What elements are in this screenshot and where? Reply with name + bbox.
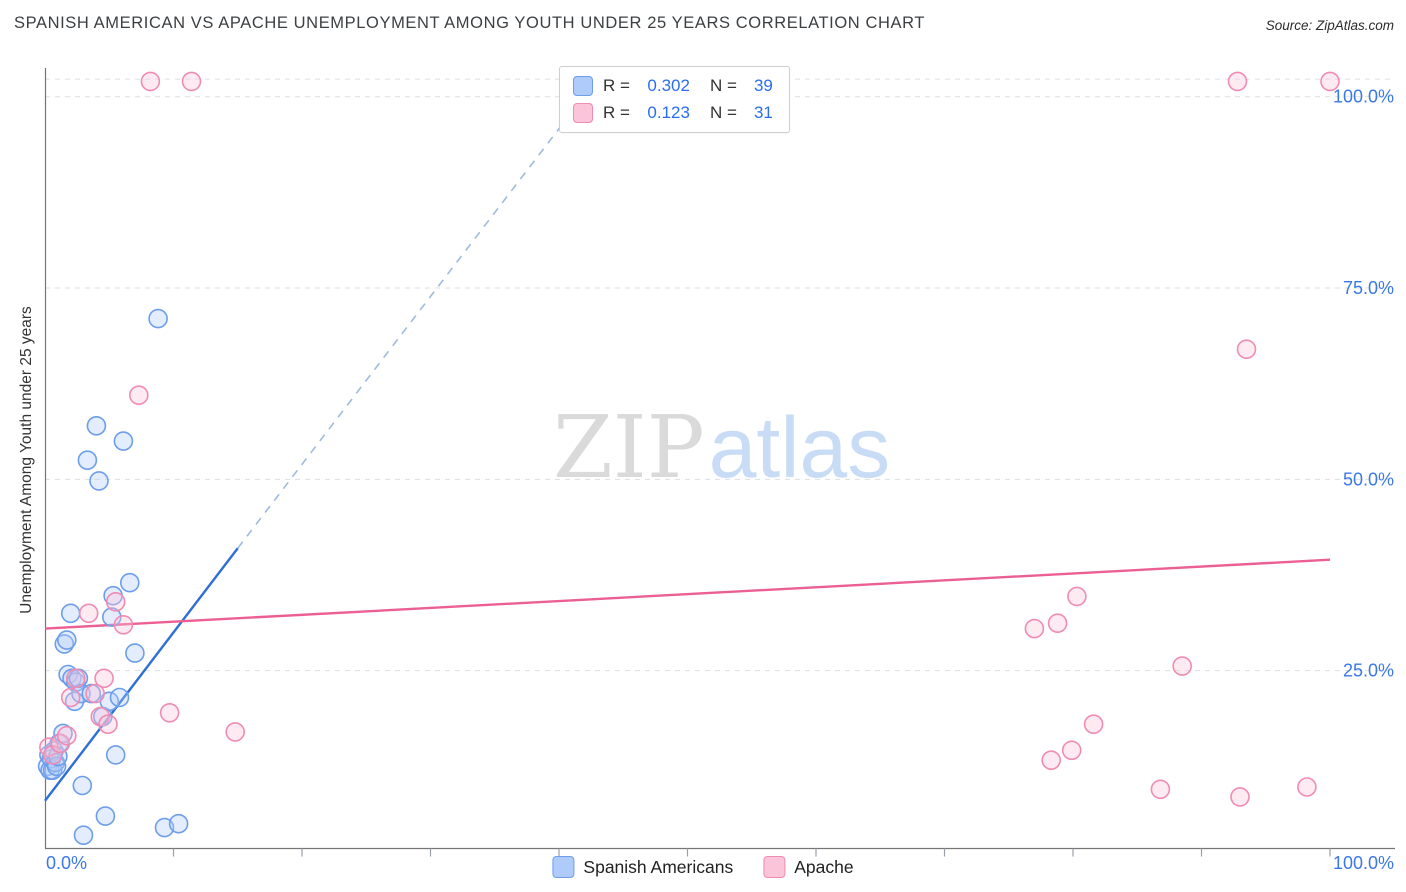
- n-label: N =: [709, 103, 737, 122]
- point-apache: [129, 385, 149, 406]
- point-apache: [1320, 71, 1340, 92]
- point-apache: [60, 687, 81, 708]
- legend-item-spanish-americans[interactable]: Spanish Americans: [552, 856, 733, 878]
- point-apache: [1047, 613, 1068, 634]
- point-apache: [42, 745, 63, 765]
- point-spanish-americans: [113, 431, 134, 451]
- r-value: 0.302: [647, 76, 690, 95]
- r-label: R =: [603, 103, 630, 122]
- point-spanish-americans: [102, 607, 122, 627]
- point-apache: [105, 591, 126, 612]
- point-apache: [1236, 339, 1257, 360]
- y-tick-label: 25.0%: [1343, 661, 1394, 681]
- trend-line-apache: [44, 558, 1331, 630]
- point-apache: [181, 71, 202, 92]
- n-label: N =: [709, 76, 737, 95]
- point-apache: [98, 714, 118, 735]
- point-apache: [1172, 656, 1192, 676]
- point-spanish-americans: [109, 687, 130, 708]
- point-apache: [1024, 618, 1045, 639]
- trend-line-spanish-americans-extension: [237, 69, 605, 549]
- point-apache: [1297, 777, 1317, 797]
- correlation-legend-box: R = 0.302 N = 39 R = 0.123 N = 31: [559, 66, 790, 133]
- page-title: SPANISH AMERICAN VS APACHE UNEMPLOYMENT …: [14, 14, 926, 32]
- point-spanish-americans: [60, 603, 81, 624]
- watermark-zip: ZIP: [553, 398, 705, 498]
- apache-legend-swatch: [763, 856, 786, 878]
- point-apache: [1083, 714, 1104, 735]
- point-apache: [90, 706, 111, 727]
- point-spanish-americans: [120, 572, 140, 593]
- point-spanish-americans: [71, 683, 91, 704]
- point-apache: [225, 722, 245, 742]
- point-apache: [113, 614, 134, 635]
- point-apache: [66, 668, 86, 689]
- point-apache: [57, 725, 77, 746]
- spanish-americans-swatch: [573, 76, 593, 96]
- point-spanish-americans: [168, 813, 189, 834]
- point-apache: [1150, 779, 1171, 800]
- point-apache: [85, 683, 105, 704]
- y-axis-label: Unemployment Among Youth under 25 years: [18, 306, 35, 614]
- r-label: R =: [603, 76, 630, 95]
- point-apache: [1067, 586, 1087, 607]
- point-apache: [140, 71, 161, 92]
- spanish-americans-legend-swatch: [552, 856, 575, 878]
- point-apache: [159, 702, 180, 723]
- point-spanish-americans: [46, 756, 67, 777]
- y-tick-label: 50.0%: [1343, 469, 1394, 489]
- point-apache: [94, 668, 114, 689]
- y-tick-label: 100.0%: [1333, 87, 1394, 107]
- point-apache: [1061, 740, 1082, 761]
- trend-line-spanish-americans: [44, 547, 239, 802]
- point-apache: [1041, 750, 1061, 771]
- y-tick-label: 75.0%: [1343, 278, 1394, 298]
- apache-swatch: [573, 103, 593, 123]
- point-spanish-americans: [72, 775, 93, 796]
- point-apache: [1230, 787, 1250, 807]
- series-legend: Spanish Americans Apache: [552, 856, 854, 878]
- point-apache: [1227, 71, 1248, 92]
- x-axis-min-label: 0.0%: [46, 853, 87, 873]
- legend-label: Apache: [794, 856, 854, 877]
- n-value: 39: [753, 76, 773, 95]
- point-apache: [78, 603, 99, 624]
- legend-row-apache: R = 0.123 N = 31: [573, 103, 773, 123]
- legend-item-apache[interactable]: Apache: [763, 856, 854, 878]
- point-spanish-americans: [57, 630, 77, 650]
- point-spanish-americans: [148, 308, 168, 329]
- point-spanish-americans: [89, 471, 109, 491]
- point-spanish-americans: [77, 450, 98, 471]
- point-apache: [50, 733, 71, 754]
- watermark-atlas: atlas: [708, 400, 891, 496]
- n-value: 31: [753, 103, 773, 122]
- point-spanish-americans: [105, 745, 126, 765]
- legend-label: Spanish Americans: [583, 856, 734, 877]
- point-spanish-americans: [86, 415, 107, 436]
- point-spanish-americans: [95, 806, 116, 826]
- point-spanish-americans: [125, 643, 145, 663]
- legend-row-spanish-americans: R = 0.302 N = 39: [573, 76, 773, 96]
- x-axis-max-label: 100.0%: [1333, 853, 1394, 873]
- point-spanish-americans: [73, 825, 94, 846]
- zipatlas-watermark: ZIP atlas: [553, 405, 890, 491]
- source-link[interactable]: Source: ZipAtlas.com: [1265, 18, 1394, 33]
- r-value: 0.123: [647, 103, 690, 122]
